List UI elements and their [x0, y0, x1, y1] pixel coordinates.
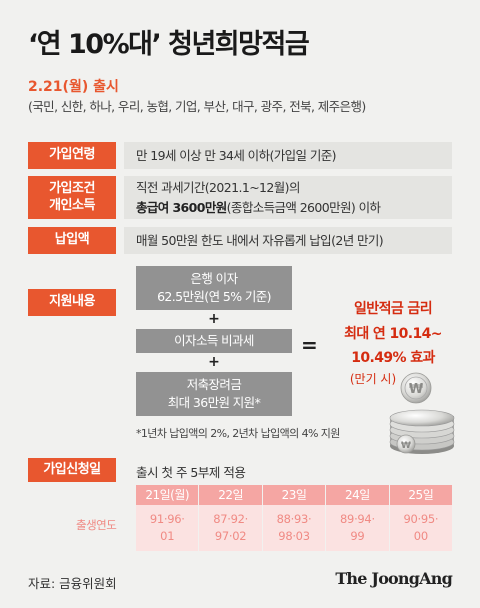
- label-age: 가입연령: [28, 142, 116, 169]
- payment-condition: 매월 50만원 한도 내에서 자유롭게 납입(2년 만기): [124, 227, 452, 254]
- age-condition: 만 19세 이상 만 34세 이하(가입일 기준): [124, 142, 452, 169]
- schedule-years: 89·94· 99: [326, 505, 389, 551]
- savings-bonus-amount: 최대 36만원 지원*: [167, 395, 261, 410]
- rate-line2: 최대 연 10.14~: [344, 325, 442, 342]
- rate-note: (만기 시): [349, 372, 397, 386]
- schedule-day-5: 25일 90·95· 00: [389, 485, 453, 551]
- income-limit: 총급여 3600만원: [136, 199, 227, 215]
- label-apply: 가입신청일: [28, 458, 116, 482]
- plus-sign-1: +: [208, 311, 220, 327]
- rate-effect: 일반적금 금리 최대 연 10.14~ 10.49% 효과: [328, 297, 458, 371]
- bank-interest-title: 은행 이자: [190, 270, 239, 286]
- savings-bonus-title: 저축장려금: [186, 376, 242, 392]
- schedule-day-3: 23일 88·93· 98·03: [262, 485, 326, 551]
- launch-date: 2.21(월) 출시: [28, 79, 119, 95]
- bank-interest-amount: 62.5만원(연 5% 기준): [157, 289, 271, 304]
- label-income-line2: 개인소득: [49, 197, 95, 213]
- schedule-years: 91·96· 01: [136, 505, 199, 551]
- schedule-date: 25일: [389, 485, 453, 505]
- coin-symbol-bottom: ₩: [401, 441, 411, 451]
- coin-symbol-top: ₩: [409, 382, 424, 397]
- income-condition: 직전 과세기간(2021.1~12월)의 총급여 3600만원(종합소득금액 2…: [124, 176, 452, 219]
- savings-bonus-box: 저축장려금 최대 36만원 지원*: [136, 372, 292, 416]
- schedule-day-4: 24일 89·94· 99: [326, 485, 389, 551]
- apply-rule: 출시 첫 주 5부제 적용: [136, 465, 246, 480]
- rate-line1: 일반적금 금리: [354, 301, 433, 317]
- coin-stack-icon: ₩ ₩: [389, 372, 455, 454]
- label-income: 가입조건 개인소득: [28, 176, 116, 219]
- schedule-date: 22일: [199, 485, 262, 505]
- plus-sign-2: +: [208, 354, 220, 370]
- label-support: 지원내용: [28, 289, 116, 316]
- schedule-years: 90·95· 00: [389, 505, 453, 551]
- tax-exempt-text: 이자소득 비과세: [174, 332, 254, 348]
- schedule-date: 23일: [262, 485, 326, 505]
- brand-logo: The JoongAng: [335, 569, 452, 588]
- rate-line3: 10.49% 효과: [351, 350, 435, 366]
- income-line2: 총급여 3600만원(종합소득금액 2600만원) 이하: [136, 198, 452, 217]
- schedule-day-2: 22일 87·92· 97·02: [199, 485, 262, 551]
- schedule-date: 24일: [326, 485, 389, 505]
- bank-list: (국민, 신한, 하나, 우리, 농협, 기업, 부산, 대구, 광주, 전북,…: [28, 99, 366, 114]
- label-payment: 납입액: [28, 227, 116, 254]
- schedule-years: 88·93· 98·03: [262, 505, 326, 551]
- bank-interest-box: 은행 이자 62.5만원(연 5% 기준): [136, 266, 292, 310]
- schedule-table: 21일(월) 91·96· 01 22일 87·92· 97·02 23일 88·9…: [136, 485, 453, 551]
- label-income-line1: 가입조건: [49, 181, 95, 197]
- income-line1: 직전 과세기간(2021.1~12월)의: [136, 180, 300, 196]
- schedule-years: 87·92· 97·02: [199, 505, 262, 551]
- source-credit: 자료: 금융위원회: [28, 576, 117, 591]
- birth-year-label: 출생연도: [76, 518, 117, 532]
- payment-text: 매월 50만원 한도 내에서 자유롭게 납입(2년 만기): [136, 232, 384, 248]
- income-line2-rest: (종합소득금액 2600만원) 이하: [226, 199, 381, 215]
- age-text: 만 19세 이상 만 34세 이하(가입일 기준): [136, 147, 337, 163]
- schedule-day-1: 21일(월) 91·96· 01: [136, 485, 199, 551]
- page-title: ‘연 10%대’ 청년희망적금: [28, 29, 310, 60]
- support-footnote: *1년차 납입액의 2%, 2년차 납입액의 4% 지원: [136, 427, 340, 440]
- equals-sign: =: [301, 333, 318, 357]
- tax-exempt-box: 이자소득 비과세: [136, 329, 292, 353]
- schedule-date: 21일(월): [136, 485, 199, 505]
